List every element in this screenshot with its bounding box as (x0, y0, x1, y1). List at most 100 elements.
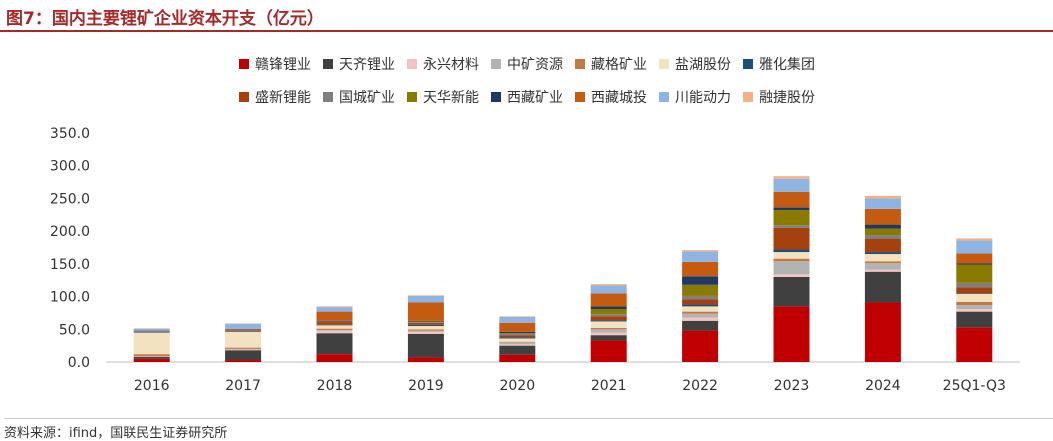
legend-swatch-1 (239, 59, 249, 69)
bar-segment-5 (864, 261, 901, 264)
bar-segment-10 (407, 321, 444, 323)
y-tick-label: 350.0 (50, 126, 90, 142)
x-tick-label: 25Q1-Q3 (943, 378, 1006, 394)
bar-segment-3 (956, 309, 993, 312)
x-tick-label: 2020 (499, 378, 535, 394)
bar-segment-14 (956, 238, 993, 241)
bar-segment-1 (956, 327, 993, 362)
bar-segment-7 (956, 293, 993, 294)
bar-segment-14 (316, 306, 353, 308)
x-tick-label: 2018 (317, 378, 353, 394)
bar-segment-6 (864, 254, 901, 262)
bar-segment-5 (133, 354, 170, 357)
legend-label-14: 融捷股份 (759, 90, 815, 106)
bar-segment-3 (499, 344, 536, 346)
bar-segment-2 (407, 333, 444, 358)
legend-label-11: 西藏矿业 (507, 90, 563, 106)
bar-segment-13 (590, 285, 627, 294)
legend-swatch-4 (491, 59, 501, 69)
bar-segment-5 (682, 311, 719, 314)
bar-segment-12 (864, 208, 901, 225)
bar-segment-9 (864, 235, 901, 239)
bar-segment-1 (316, 354, 353, 362)
bar-segment-13 (682, 251, 719, 262)
bar-segment-3 (590, 332, 627, 336)
legend-label-2: 天齐锂业 (339, 57, 395, 73)
bar-segment-12 (590, 293, 627, 307)
bar-segment-14 (682, 250, 719, 252)
bar-segment-10 (773, 210, 810, 226)
bar-segment-1 (864, 302, 901, 362)
bar-segment-2 (773, 276, 810, 307)
bar-segment-8 (499, 335, 536, 338)
bar-segment-8 (864, 238, 901, 253)
y-tick-label: 0.0 (68, 355, 90, 371)
bar-segment-11 (499, 331, 536, 334)
x-tick-label: 2016 (134, 378, 170, 394)
bar-segment-6 (499, 338, 536, 342)
bar-segment-11 (773, 207, 810, 211)
legend-swatch-7 (743, 59, 753, 69)
bar-segment-7 (133, 331, 170, 333)
bar-segment-8 (682, 299, 719, 305)
bar-segment-9 (499, 333, 536, 336)
bar-segment-5 (316, 328, 353, 330)
y-tick-label: 100.0 (50, 290, 90, 306)
bar-segment-6 (316, 325, 353, 329)
bar-segment-6 (133, 332, 170, 355)
bar-segment-10 (682, 284, 719, 296)
bar-segment-13 (864, 198, 901, 209)
legend-swatch-13 (659, 92, 669, 102)
bar-segment-10 (864, 228, 901, 236)
bar-segment-10 (499, 333, 536, 334)
bar-segment-2 (133, 356, 170, 359)
bar-segment-1 (225, 360, 262, 362)
bar-segment-2 (956, 311, 993, 328)
bar-segment-3 (316, 330, 353, 334)
bar-segment-6 (956, 293, 993, 302)
bar-segment-1 (590, 340, 627, 362)
bar-segment-8 (407, 322, 444, 325)
bar-segment-12 (773, 191, 810, 208)
x-tick-label: 2024 (865, 378, 901, 394)
bar-segment-11 (682, 276, 719, 285)
bar-segment-12 (682, 261, 719, 277)
bar-segment-10 (956, 264, 993, 283)
bar-segment-9 (590, 314, 627, 317)
bar-segment-13 (773, 178, 810, 192)
bar-segment-9 (682, 295, 719, 300)
legend-label-3: 永兴材料 (423, 57, 479, 73)
bar-segment-13 (956, 240, 993, 254)
bar-segment-7 (590, 320, 627, 322)
bar-segment-4 (956, 305, 993, 310)
legend-swatch-5 (575, 59, 585, 69)
bar-segment-1 (133, 358, 170, 362)
y-tick-label: 250.0 (50, 191, 90, 207)
y-tick-label: 50.0 (59, 322, 90, 338)
bar-segment-13 (225, 323, 262, 329)
bar-segment-3 (682, 317, 719, 321)
bar-segment-14 (407, 295, 444, 296)
bar-segment-4 (590, 329, 627, 333)
bar-segment-14 (499, 316, 536, 317)
bar-segment-4 (407, 330, 444, 332)
bar-segment-4 (499, 342, 536, 345)
bar-segment-2 (499, 345, 536, 355)
bar-segment-5 (407, 329, 444, 331)
legend-label-1: 赣锋锂业 (255, 57, 311, 73)
legend-label-6: 盐湖股份 (675, 57, 731, 73)
bar-segment-5 (956, 301, 993, 306)
bar-segment-7 (773, 249, 810, 253)
bar-segment-4 (316, 329, 353, 331)
bar-segment-8 (956, 287, 993, 294)
bar-segment-5 (773, 258, 810, 262)
bar-segment-6 (225, 331, 262, 348)
bar-segment-9 (407, 322, 444, 323)
bar-segment-2 (225, 350, 262, 361)
bar-segment-5 (590, 327, 627, 330)
bar-segment-7 (407, 324, 444, 327)
bar-segment-5 (225, 347, 262, 349)
legend-swatch-12 (575, 92, 585, 102)
x-tick-label: 2017 (225, 378, 261, 394)
